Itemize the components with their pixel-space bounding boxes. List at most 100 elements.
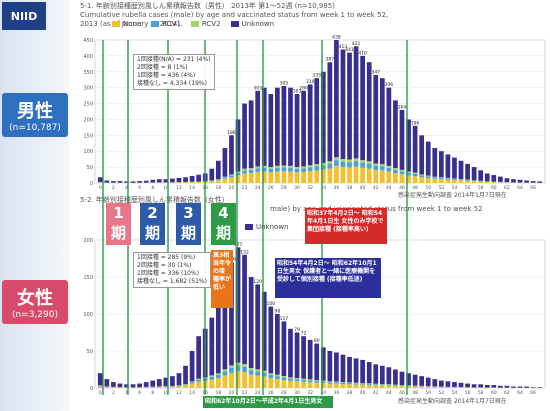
note-individual-vaccination: 昭和54年4月2日〜 昭和62年10月1日生男女 保護者と一緒に医療機関を 受診… xyxy=(275,258,381,298)
male-bar-rcv2 xyxy=(281,165,287,168)
male-bar-unknown xyxy=(491,175,497,182)
male-x-tick-label: 38 xyxy=(347,185,353,191)
male-x-tick-label: 54 xyxy=(452,185,458,191)
male-bar-rcv1 xyxy=(301,168,306,172)
female-bar-rcv1 xyxy=(327,382,333,384)
female-bar-rcv2 xyxy=(281,376,287,378)
male-bar-none xyxy=(425,178,431,183)
male-x-tick-label: 28 xyxy=(281,185,287,191)
female-bar-rcv1 xyxy=(235,365,241,372)
female-bar-rcv2 xyxy=(320,380,326,382)
female-bar-none xyxy=(137,387,142,388)
male-y-tick-label: 200 xyxy=(83,117,93,123)
female-bar-unknown xyxy=(261,291,267,371)
female-bar-unknown xyxy=(373,364,379,384)
female-bar-rcv1 xyxy=(294,379,300,382)
female-bar-none xyxy=(170,386,175,388)
female-bar-unknown xyxy=(340,354,346,383)
male-bar-none xyxy=(478,181,484,183)
male-bar-none xyxy=(189,182,195,183)
female-bar-rcv2 xyxy=(229,365,234,368)
female-x-tick-label: 22 xyxy=(242,390,248,396)
male-bar-unknown xyxy=(124,181,129,183)
female-bar-rcv2 xyxy=(235,362,241,366)
female-bar-rcv1 xyxy=(393,385,398,386)
female-bar-none xyxy=(458,387,464,388)
female-bar-unknown xyxy=(366,362,372,384)
male-bar-rcv1 xyxy=(307,167,313,172)
male-bar-rcv2 xyxy=(438,177,444,178)
male-x-tick-label: 2 xyxy=(112,185,115,191)
female-x-tick-label: 26 xyxy=(268,390,274,396)
male-x-tick-label: 46 xyxy=(399,185,405,191)
male-bar-none xyxy=(419,177,425,183)
male-vacc-table: 1回接種(N/A) = 231 (4%) 2回接種 = 8 (1%) 1回接種 … xyxy=(133,54,215,90)
male-x-tick-label: 12 xyxy=(176,185,182,191)
female-x-tick-label: 54 xyxy=(452,390,458,396)
legend-none-label: None xyxy=(123,20,142,28)
male-bar-none xyxy=(353,166,359,183)
female-bar-rcv1 xyxy=(386,384,392,386)
male-bar-rcv1 xyxy=(438,177,444,180)
female-x-tick-label: 6 xyxy=(138,390,141,396)
male-bar-unknown xyxy=(517,179,523,183)
male-bar-data-label: 410 xyxy=(358,50,367,56)
male-table-row: 接種なし = 4,334 (19%) xyxy=(137,80,207,87)
female-bar-unknown xyxy=(104,379,110,387)
male-bar-none xyxy=(498,182,503,183)
female-bar-rcv1 xyxy=(406,385,411,387)
male-bar-none xyxy=(294,172,300,183)
note-low-rate-highschool: 高3相当年令 の接 種率が 低い xyxy=(211,250,233,308)
male-bar-unknown xyxy=(393,100,398,169)
female-bar-rcv2 xyxy=(360,382,365,384)
male-bar-unknown xyxy=(130,181,136,183)
female-bar-none xyxy=(445,387,451,388)
female-bar-rcv1 xyxy=(209,376,215,380)
male-bar-unknown xyxy=(524,180,529,183)
female-bar-unknown xyxy=(517,386,523,388)
male-bar-rcv1 xyxy=(215,179,221,181)
male-bar-unknown xyxy=(189,176,195,182)
male-x-tick-label: 44 xyxy=(386,185,392,191)
male-bar-unknown xyxy=(379,78,385,165)
male-bar-none xyxy=(399,174,405,183)
female-bar-none xyxy=(334,383,339,388)
male-bar-none xyxy=(183,182,188,183)
female-bar-rcv1 xyxy=(222,371,228,376)
male-title-line1: 5-1. 年齢別接種歴別風しん累積報告数（男性） 2013年 第1〜52週 (n… xyxy=(80,2,335,10)
male-bar-rcv2 xyxy=(334,157,339,161)
male-bar-rcv2 xyxy=(373,163,379,166)
female-bar-unknown xyxy=(438,380,444,387)
female-bar-none xyxy=(281,380,287,388)
male-bar-rcv2 xyxy=(379,164,385,167)
female-bar-rcv1 xyxy=(242,366,247,373)
female-bar-unknown xyxy=(412,374,418,386)
male-x-tick-label: 42 xyxy=(373,185,379,191)
male-bar-rcv2 xyxy=(412,172,418,174)
male-bar-none xyxy=(242,173,247,183)
male-x-tick-label: 26 xyxy=(268,185,274,191)
male-bar-rcv1 xyxy=(412,173,418,177)
male-label: 男性 xyxy=(17,101,53,122)
male-bar-rcv1 xyxy=(334,160,339,166)
male-footer-source: 感染症発生動向調査 2014年1月7日現在 xyxy=(398,192,507,199)
note-school-group-vaccination: 昭和37年4月2日〜 昭和54年4月1日生 女性のみ学校で集団接種 (接種率高い… xyxy=(305,208,387,244)
male-bar-none xyxy=(301,171,306,183)
male-bar-rcv2 xyxy=(366,161,372,164)
male-bar-rcv2 xyxy=(360,160,365,163)
female-bar-none xyxy=(104,386,110,388)
female-bar-unknown xyxy=(242,254,247,365)
female-y-tick-label: 200 xyxy=(83,238,93,244)
female-bar-rcv2 xyxy=(307,379,313,381)
female-bar-unknown xyxy=(458,382,464,388)
male-table-row: 1回接種 = 436 (4%) xyxy=(137,72,196,79)
female-bar-data-label: 98 xyxy=(275,309,281,315)
female-bar-unknown xyxy=(111,382,116,387)
female-bar-rcv2 xyxy=(288,377,293,379)
male-bar-unknown xyxy=(366,62,372,162)
female-bar-none xyxy=(366,384,372,388)
female-bar-none xyxy=(261,376,267,388)
female-x-tick-label: 30 xyxy=(294,390,300,396)
female-bar-none xyxy=(294,381,300,388)
female-bar-none xyxy=(255,375,261,388)
